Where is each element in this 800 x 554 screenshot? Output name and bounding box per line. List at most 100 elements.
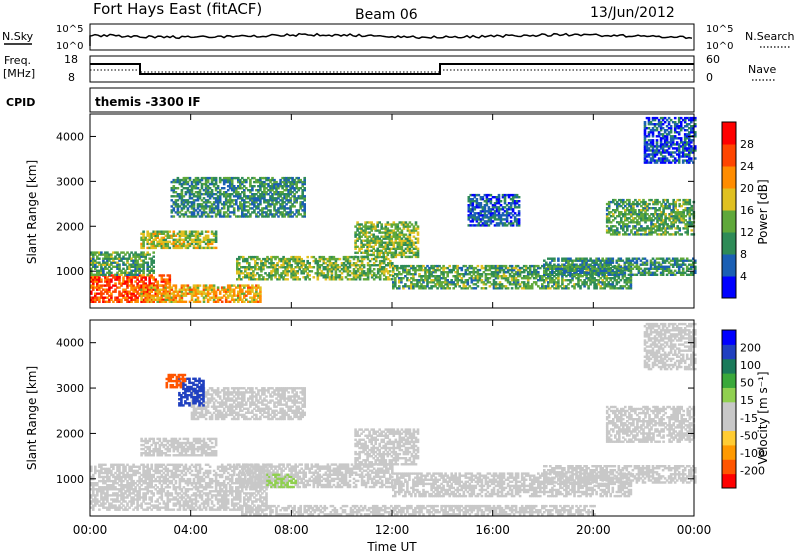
heatmap-cell	[620, 217, 623, 220]
heatmap-cell	[190, 238, 194, 241]
heatmap-cell	[172, 178, 176, 182]
heatmap-cell	[679, 273, 683, 276]
heatmap-cell	[390, 253, 394, 257]
heatmap-cell	[156, 300, 159, 303]
heatmap-cell	[629, 281, 633, 284]
heatmap-cell	[442, 275, 445, 278]
heatmap-cell	[241, 209, 244, 212]
heatmap-cell	[283, 178, 286, 182]
heatmap-cell	[260, 266, 263, 269]
heatmap-cell	[561, 283, 564, 286]
heatmap-cell	[398, 277, 401, 280]
heatmap-cell	[368, 272, 372, 275]
heatmap-cell	[436, 277, 439, 280]
heatmap-cell	[410, 264, 413, 268]
heatmap-cell	[458, 279, 461, 282]
heatmap-cell	[681, 273, 685, 276]
heatmap-cell	[251, 199, 254, 202]
heatmap-cell	[158, 296, 162, 299]
heatmap-cell	[628, 198, 631, 202]
heatmap-cell	[664, 223, 667, 226]
heatmap-cell	[239, 185, 242, 188]
heatmap-cell	[158, 244, 162, 248]
heatmap-cell	[617, 264, 621, 268]
heatmap-cell	[284, 259, 287, 263]
heatmap-cell	[408, 231, 412, 234]
heatmap-cell	[184, 244, 188, 248]
heatmap-cell	[102, 267, 105, 270]
heatmap-cell	[398, 285, 401, 288]
heatmap-cell	[390, 251, 394, 254]
heatmap-cell	[561, 263, 564, 266]
heatmap-cell	[430, 281, 433, 284]
heatmap-cell	[406, 249, 410, 252]
heatmap-cell	[432, 271, 435, 274]
heatmap-cell	[200, 185, 204, 188]
heatmap-cell	[257, 207, 260, 210]
heatmap-cell	[624, 200, 627, 204]
heatmap-cell	[265, 182, 268, 186]
heatmap-cell	[148, 288, 151, 291]
heatmap-cell	[288, 266, 291, 269]
heatmap-cell	[426, 283, 429, 286]
heatmap-cell	[303, 182, 306, 186]
heatmap-cell	[138, 286, 141, 289]
heatmap-cell	[154, 290, 157, 293]
heatmap-cell	[581, 266, 584, 270]
heatmap-cell	[591, 267, 594, 270]
heatmap-cell	[200, 178, 204, 182]
heatmap-cell	[424, 271, 427, 274]
heatmap-cell	[256, 264, 259, 267]
heatmap-cell	[130, 280, 133, 283]
heatmap-cell	[541, 287, 544, 290]
heatmap-cell	[174, 240, 178, 243]
heatmap-cell	[613, 273, 617, 276]
heatmap-cell	[362, 233, 365, 236]
heatmap-cell	[656, 225, 659, 228]
heatmap-cell	[488, 268, 492, 272]
heatmap-cell	[609, 211, 613, 214]
heatmap-cell	[630, 231, 633, 234]
heatmap-cell	[186, 292, 190, 295]
heatmap-cell	[282, 272, 285, 275]
heatmap-cell	[640, 219, 643, 222]
heatmap-cell	[460, 273, 464, 276]
heatmap-cell	[402, 266, 405, 270]
heatmap-cell	[469, 208, 473, 211]
heatmap-cell	[106, 288, 109, 291]
heatmap-cell	[289, 176, 292, 180]
heatmap-cell	[674, 207, 677, 210]
heatmap-cell	[104, 300, 107, 303]
heatmap-cell	[112, 284, 115, 287]
heatmap-cell	[158, 298, 162, 301]
heatmap-cell	[280, 272, 283, 275]
heatmap-cell	[204, 211, 208, 214]
heatmap-cell	[686, 221, 689, 224]
heatmap-cell	[118, 259, 121, 262]
heatmap-cell	[212, 182, 216, 186]
heatmap-cell	[252, 276, 255, 279]
heatmap-cell	[388, 247, 392, 250]
heatmap-cell	[194, 187, 198, 190]
heatmap-cell	[296, 255, 299, 259]
heatmap-cell	[591, 271, 594, 274]
heatmap-cell	[350, 255, 354, 259]
heatmap-cell	[668, 204, 671, 208]
heatmap-cell	[268, 257, 271, 261]
heatmap-cell	[259, 176, 262, 180]
heatmap-cell	[232, 185, 236, 188]
heatmap-cell	[164, 292, 168, 295]
heatmap-cell	[471, 224, 475, 227]
heatmap-cell	[638, 227, 641, 230]
heatmap-cell	[633, 273, 637, 276]
heatmap-cell	[639, 271, 643, 274]
heatmap-cell	[605, 231, 609, 234]
heatmap-cell	[196, 240, 200, 243]
heatmap-cell	[446, 287, 449, 290]
heatmap-cell	[612, 213, 615, 216]
heatmap-cell	[216, 185, 220, 188]
heatmap-cell	[144, 294, 147, 297]
heatmap-cell	[387, 272, 390, 275]
heatmap-cell	[232, 294, 236, 297]
heatmap-cell	[136, 292, 139, 295]
